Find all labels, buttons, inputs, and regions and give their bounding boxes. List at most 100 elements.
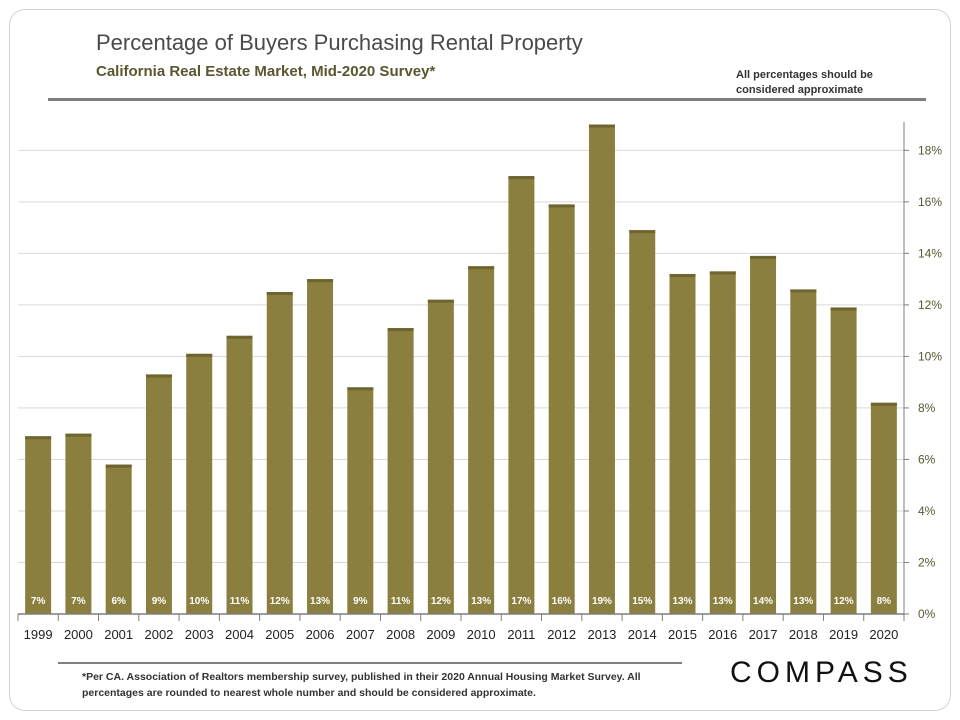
- bar-top-edge: [588, 124, 615, 128]
- bar-2017: [750, 255, 777, 615]
- bar-top-edge: [629, 230, 656, 234]
- data-label: 8%: [877, 596, 892, 607]
- data-label: 16%: [552, 596, 572, 607]
- x-tick-label: 2018: [789, 627, 818, 642]
- bar-2008: [387, 328, 414, 614]
- y-tick-label: 10%: [918, 349, 942, 363]
- x-tick-label: 2009: [426, 627, 455, 642]
- x-tick-label: 2006: [306, 627, 335, 642]
- y-tick-label: 4%: [918, 504, 936, 518]
- x-tick-label: 2014: [628, 627, 657, 642]
- chart-subtitle: California Real Estate Market, Mid-2020 …: [96, 63, 436, 80]
- bar-2004: [226, 335, 253, 614]
- bar-2003: [186, 353, 213, 614]
- bar-2014: [629, 230, 656, 614]
- bar-top-edge: [226, 335, 253, 339]
- bar-top-edge: [387, 328, 414, 332]
- x-tick-label: 2002: [144, 627, 173, 642]
- bar-2010: [468, 266, 495, 614]
- y-tick-label: 6%: [918, 452, 936, 466]
- y-tick-label: 12%: [918, 298, 942, 312]
- x-tick-label: 2020: [869, 627, 898, 642]
- bar-2019: [830, 307, 857, 614]
- compass-logo: COMPASS: [730, 656, 913, 689]
- data-label: 19%: [592, 596, 612, 607]
- chart-title: Percentage of Buyers Purchasing Rental P…: [96, 30, 583, 55]
- y-tick-label: 16%: [918, 195, 942, 209]
- bar-top-edge: [709, 271, 736, 275]
- bar-2000: [65, 433, 92, 614]
- data-label: 13%: [672, 596, 692, 607]
- data-label: 6%: [111, 596, 126, 607]
- bar-2001: [105, 464, 132, 614]
- data-label: 13%: [471, 596, 491, 607]
- data-label: 12%: [834, 596, 854, 607]
- bar-top-edge: [790, 289, 817, 293]
- data-label: 13%: [713, 596, 733, 607]
- bar-top-edge: [65, 433, 92, 437]
- x-tick-label: 2001: [104, 627, 133, 642]
- bar-2016: [709, 271, 736, 614]
- bar-top-edge: [468, 266, 495, 270]
- bar-top-edge: [669, 273, 696, 277]
- bar-2020: [870, 402, 897, 614]
- x-tick-label: 2008: [386, 627, 415, 642]
- bar-top-edge: [508, 176, 535, 180]
- header-divider: [48, 98, 926, 101]
- bar-2018: [790, 289, 817, 614]
- data-label: 17%: [511, 596, 531, 607]
- x-tick-label: 2013: [587, 627, 616, 642]
- bar-2011: [508, 176, 535, 614]
- bar-top-edge: [548, 204, 575, 208]
- y-tick-label: 14%: [918, 246, 942, 260]
- data-label: 12%: [431, 596, 451, 607]
- x-tick-label: 2017: [749, 627, 778, 642]
- bar-top-edge: [266, 292, 293, 296]
- x-tick-label: 2019: [829, 627, 858, 642]
- x-tick-label: 2000: [64, 627, 93, 642]
- x-tick-label: 2016: [708, 627, 737, 642]
- footnote-divider: [58, 662, 682, 664]
- data-label: 7%: [71, 596, 86, 607]
- approximation-note: All percentages should be considered app…: [736, 69, 873, 96]
- x-tick-label: 2005: [265, 627, 294, 642]
- bar-top-edge: [870, 402, 897, 406]
- bar-top-edge: [145, 374, 172, 378]
- bar-top-edge: [25, 436, 52, 440]
- y-tick-label: 18%: [918, 143, 942, 157]
- data-label: 14%: [753, 596, 773, 607]
- data-label: 13%: [310, 596, 330, 607]
- bar-2009: [427, 299, 454, 614]
- x-tick-label: 2007: [346, 627, 375, 642]
- bar-2007: [347, 387, 374, 614]
- data-label: 15%: [632, 596, 652, 607]
- y-tick-label: 0%: [918, 607, 936, 621]
- bar-2002: [145, 374, 172, 614]
- x-tick-label: 1999: [24, 627, 53, 642]
- x-tick-label: 2003: [185, 627, 214, 642]
- bar-top-edge: [750, 255, 777, 259]
- bar-2013: [588, 124, 615, 614]
- bar-top-edge: [307, 279, 334, 283]
- bar-top-edge: [347, 387, 374, 391]
- x-tick-label: 2011: [507, 627, 535, 642]
- bar-top-edge: [830, 307, 857, 311]
- y-tick-label: 8%: [918, 401, 936, 415]
- bar-top-edge: [105, 464, 132, 468]
- bar-2006: [307, 279, 334, 614]
- data-label: 9%: [152, 596, 167, 607]
- bar-2005: [266, 292, 293, 614]
- y-tick-label: 2%: [918, 555, 936, 569]
- data-label: 12%: [270, 596, 290, 607]
- bar-top-edge: [186, 353, 213, 357]
- footnote: *Per CA. Association of Realtors members…: [82, 671, 641, 699]
- bar-1999: [25, 436, 52, 614]
- data-label: 9%: [353, 596, 368, 607]
- bar-2015: [669, 273, 696, 614]
- x-tick-label: 2012: [547, 627, 576, 642]
- bar-top-edge: [427, 299, 454, 303]
- x-tick-label: 2004: [225, 627, 254, 642]
- x-tick-label: 2015: [668, 627, 697, 642]
- x-tick-label: 2010: [467, 627, 496, 642]
